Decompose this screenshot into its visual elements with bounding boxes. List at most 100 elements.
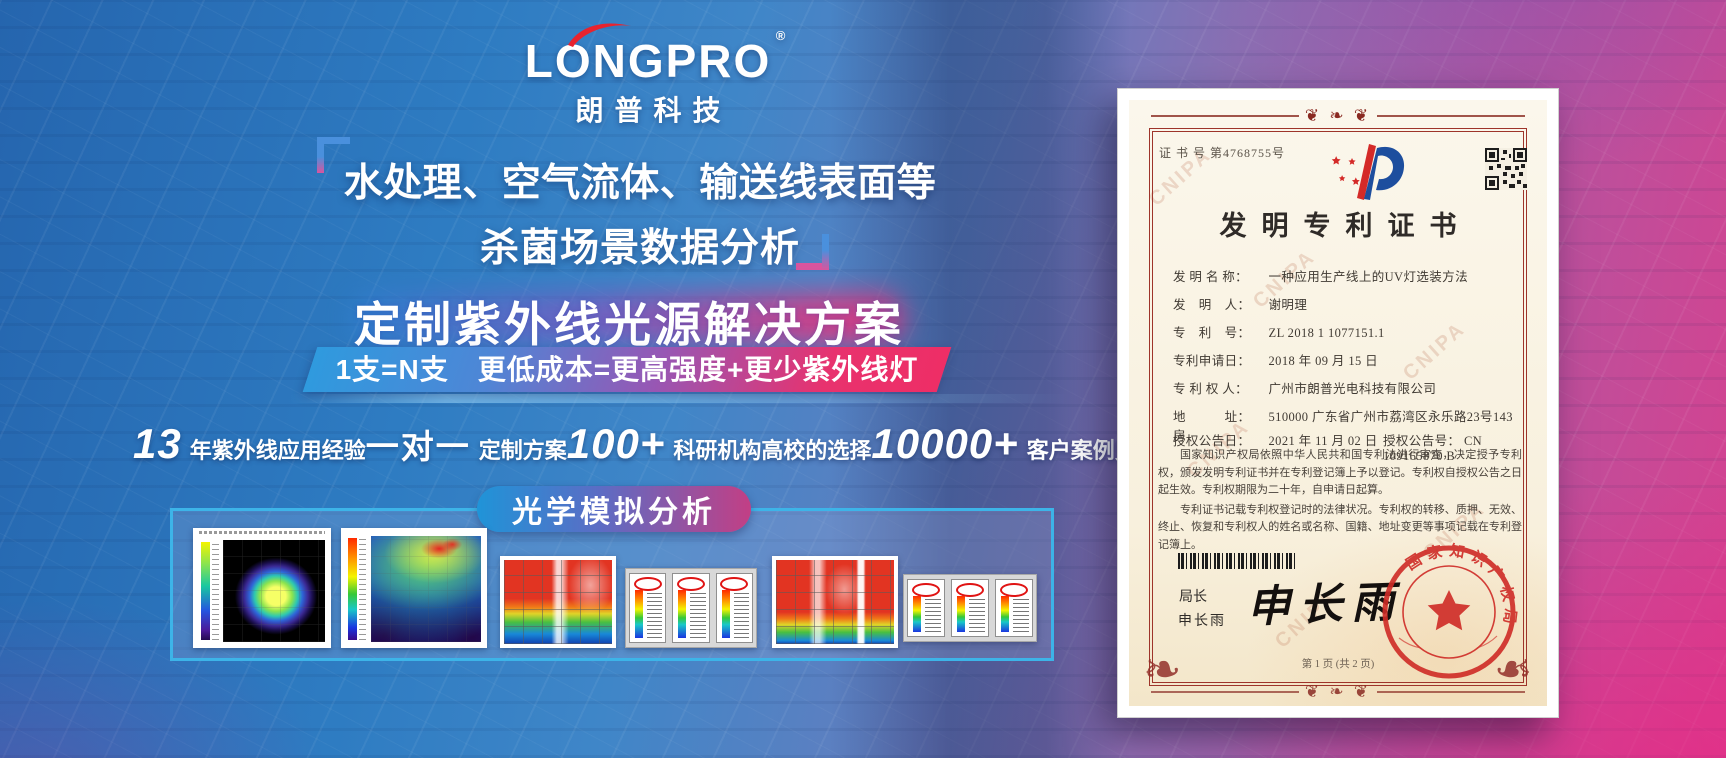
close-quote-bracket xyxy=(796,234,829,270)
heatmap-grid xyxy=(776,560,894,644)
official-seal: 国家知识产权局 xyxy=(1382,542,1519,679)
highlight-ellipse xyxy=(912,583,940,597)
registered-trademark-icon: ® xyxy=(775,28,788,43)
field-invention-name: 发 明 名 称： 一种应用生产线上的UV灯选装方法 xyxy=(1173,270,1468,284)
slogan-glow xyxy=(352,294,904,344)
qr-code xyxy=(1485,148,1527,190)
headline-line2: 杀菌场景数据分析 xyxy=(479,227,800,270)
sim-image-uv-heatmap-wide xyxy=(772,556,898,648)
stat-years-label: 年紫外线应用经验 xyxy=(189,438,366,463)
logo-swoosh-icon xyxy=(567,23,631,47)
sim-image-irradiance-contour xyxy=(193,528,331,648)
slogan-text: 定制紫外线光源解决方案 xyxy=(354,298,904,351)
patent-certificate: CNIPA CNIPA CNIPA CNIPA CNIPA CNIPA ❦ ❧ … xyxy=(1117,88,1559,718)
headline-line1: 水处理、空气流体、输送线表面等 xyxy=(343,162,937,205)
field-inventor: 发 明 人： 谢明理 xyxy=(1173,298,1308,312)
plot-grid xyxy=(371,536,481,642)
highlight-ellipse xyxy=(633,577,662,591)
plot-title-text xyxy=(199,531,325,534)
highlight-ellipse xyxy=(676,577,705,591)
field-address: 地 址： 510000 广东省广州市荔湾区永乐路23号143房 xyxy=(1173,410,1513,443)
legend-scale xyxy=(995,579,1033,637)
legend-colorbar xyxy=(635,590,643,638)
cnipa-emblem-icon xyxy=(1331,144,1405,200)
sim-image-legend-panel xyxy=(625,568,757,648)
corner-flourish-icon: ❧ xyxy=(1143,644,1182,695)
legend-colorbar xyxy=(913,596,921,632)
legend-values xyxy=(647,590,663,638)
highlight-ellipse xyxy=(1000,583,1028,597)
legend-colorbar xyxy=(957,596,965,632)
certificate-legal-text: 国家知识产权局依照中华人民共和国专利法进行审查，决定授予专利权，颁发发明专利证书… xyxy=(1158,447,1522,556)
slogan: 定制紫外线光源解决方案 xyxy=(346,286,912,355)
highlight-ellipse xyxy=(956,583,984,597)
brand-logo: LONGPRO ® 朗普科技 xyxy=(468,23,828,129)
svg-text:国家知识产权局: 国家知识产权局 xyxy=(1403,542,1519,631)
stat-years-number: 13 xyxy=(133,420,182,467)
brand-wordmark: LONGPRO ® xyxy=(525,23,785,88)
plot-grid xyxy=(223,540,325,642)
heatmap-grid xyxy=(504,560,612,644)
legend-colorbar xyxy=(678,590,687,638)
stat-cases-number: 10000+ xyxy=(871,420,1019,467)
lace-ornament: ❦ ❧ ❦ xyxy=(1304,682,1372,701)
optical-simulation-badge[interactable]: 光学模拟分析 xyxy=(477,486,751,532)
plot-area xyxy=(371,536,481,642)
certificate-border xyxy=(1149,128,1527,686)
colorbar-ticks xyxy=(359,538,366,640)
sim-image-uv-heatmap xyxy=(500,556,616,648)
barcode xyxy=(1178,553,1296,569)
bracket-bar xyxy=(822,234,829,270)
director-name: 申长雨 xyxy=(1178,614,1226,629)
legend-scale xyxy=(907,579,945,637)
lace-ornament: ❦ ❧ ❦ xyxy=(1304,106,1372,125)
legend-values xyxy=(690,590,706,638)
sim-image-irradiance-noise xyxy=(341,528,487,648)
certificate-title: 发明专利证书 xyxy=(1219,211,1472,241)
heatmap-area xyxy=(776,560,894,644)
contour-blob xyxy=(223,540,325,642)
bracket-bar xyxy=(317,137,350,144)
lace-top-border: ❦ ❧ ❦ xyxy=(1151,104,1526,128)
lace-bottom-border: ❦ ❧ ❦ xyxy=(1151,680,1526,704)
field-grant-info: 授权公告日： 2021 年 11 月 02 日 授权公告号： CN 109165… xyxy=(1173,430,1517,463)
background-light-bar xyxy=(290,394,1070,403)
legend-values xyxy=(1013,596,1029,632)
field-patentee: 专 利 权 人： 广州市朗普光电科技有限公司 xyxy=(1173,382,1437,396)
stat-onetoone-number: 一对一 xyxy=(365,428,471,465)
legal-paragraph-1: 国家知识产权局依照中华人民共和国专利法进行审查，决定授予专利权，颁发发明专利证书… xyxy=(1158,449,1522,496)
open-quote-bracket xyxy=(317,137,350,173)
stat-institutions-number: 100+ xyxy=(566,420,666,467)
colorbar xyxy=(348,538,357,640)
certificate-page-footer: 第 1 页 (共 2 页) xyxy=(1301,659,1375,670)
slogan-ribbon-text: 1支=N支 更低成本=更高强度+更少紫外线灯 xyxy=(335,354,919,385)
sim-image-legend-panel-small xyxy=(903,574,1037,642)
director-label: 局长 xyxy=(1179,590,1207,605)
legend-values xyxy=(969,596,985,632)
field-patent-number: 专 利 号： ZL 2018 1 1077151.1 xyxy=(1173,326,1385,340)
slogan-ribbon: 1支=N支 更低成本=更高强度+更少紫外线灯 xyxy=(302,347,952,392)
heatmap-area xyxy=(504,560,612,644)
paper-tint xyxy=(1129,100,1547,706)
highlight-ellipse xyxy=(720,577,749,591)
colorbar-ticks xyxy=(212,542,219,640)
field-application-date: 专利申请日： 2018 年 09 月 15 日 xyxy=(1173,354,1379,368)
legal-paragraph-2: 专利证书记载专利权登记时的法律状况。专利权的转移、质押、无效、终止、恢复和专利权… xyxy=(1158,503,1522,551)
legend-values xyxy=(925,596,941,632)
legend-colorbar xyxy=(1001,596,1009,632)
stat-institutions-label: 科研机构高校的选择 xyxy=(673,438,872,463)
certificate-paper: CNIPA CNIPA CNIPA CNIPA CNIPA CNIPA ❦ ❧ … xyxy=(1129,100,1547,706)
legend-scale xyxy=(951,579,989,637)
legend-colorbar xyxy=(721,590,730,638)
certificate-number: 证 书 号 第4768755号 xyxy=(1159,146,1286,160)
brand-subtitle: 朗普科技 xyxy=(575,95,732,126)
headline: 水处理、空气流体、输送线表面等 杀菌场景数据分析 xyxy=(340,152,940,273)
plot-area xyxy=(223,540,325,642)
colorbar xyxy=(201,542,210,640)
legend-scale xyxy=(672,573,710,643)
legend-values xyxy=(733,590,749,638)
bracket-bar xyxy=(796,263,829,270)
bracket-bar xyxy=(317,137,324,173)
legend-scale xyxy=(715,573,753,643)
